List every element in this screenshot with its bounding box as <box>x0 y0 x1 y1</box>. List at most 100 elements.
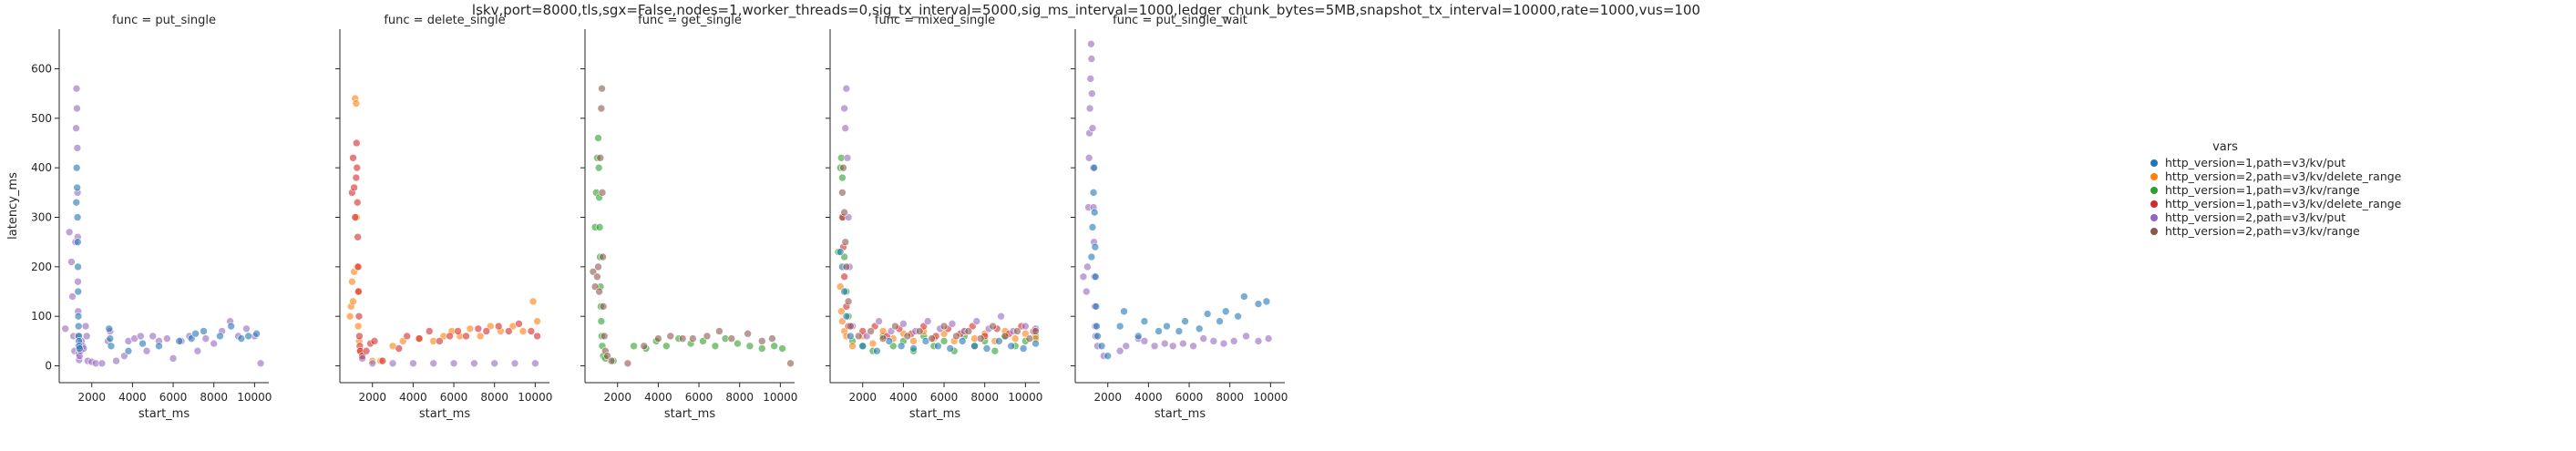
data-point <box>1080 273 1087 281</box>
data-point <box>843 313 850 320</box>
data-point <box>210 340 218 347</box>
data-point <box>531 360 539 367</box>
data-point <box>1222 308 1229 315</box>
data-point <box>876 318 883 325</box>
legend-label: http_version=1,path=v3/kv/put <box>2165 156 2345 169</box>
data-point <box>1083 263 1091 271</box>
x-tick-label: 8000 <box>200 391 228 404</box>
data-point <box>1163 323 1170 330</box>
data-point <box>163 335 170 343</box>
data-point <box>359 354 366 362</box>
data-point <box>934 343 941 350</box>
data-point <box>253 330 261 337</box>
data-point <box>768 335 775 343</box>
data-point <box>841 288 848 295</box>
data-point <box>662 343 670 350</box>
x-tick-label: 10000 <box>1008 391 1042 404</box>
data-point <box>836 249 844 256</box>
data-point <box>416 335 423 343</box>
data-point <box>746 343 754 350</box>
data-point <box>1089 125 1096 132</box>
legend-marker <box>2150 228 2158 235</box>
data-point <box>841 273 848 281</box>
x-axis-label: start_ms <box>909 407 960 421</box>
x-tick-label: 4000 <box>399 391 427 404</box>
data-point <box>1092 273 1099 281</box>
data-point <box>351 184 358 191</box>
data-point <box>771 343 778 350</box>
data-point <box>667 333 674 340</box>
data-point <box>82 323 89 330</box>
data-point <box>910 337 918 344</box>
data-point <box>712 343 719 350</box>
data-point <box>426 327 433 334</box>
data-point <box>350 298 357 305</box>
data-point <box>1255 337 1262 344</box>
data-point <box>192 330 200 337</box>
data-point <box>641 343 648 350</box>
data-point <box>389 360 396 367</box>
data-point <box>73 125 80 132</box>
data-point <box>838 189 846 196</box>
data-point <box>977 335 984 343</box>
x-tick-label: 2000 <box>77 391 106 404</box>
data-point <box>75 288 82 295</box>
data-point <box>352 213 359 220</box>
data-point <box>379 357 386 364</box>
data-point <box>83 333 90 340</box>
data-point <box>842 125 849 132</box>
y-axis-label: latency_ms <box>6 172 20 240</box>
data-point <box>1085 154 1093 161</box>
data-point <box>355 288 363 295</box>
data-point <box>1121 308 1128 315</box>
facet-panel: func = mixed_single 2000 4000 6000 8000 10000… <box>826 14 1042 421</box>
data-point <box>1240 292 1247 300</box>
data-point <box>598 105 605 112</box>
data-point <box>74 239 81 246</box>
data-point <box>202 335 210 343</box>
x-tick-label: 6000 <box>159 391 188 404</box>
data-point <box>74 184 81 191</box>
data-point <box>1190 343 1197 350</box>
data-point <box>779 345 786 353</box>
data-point <box>519 327 527 334</box>
data-point <box>355 333 363 340</box>
data-point <box>1093 323 1100 330</box>
data-point <box>845 298 852 305</box>
data-point <box>844 154 851 161</box>
facet-title: func = mixed_single <box>875 14 995 27</box>
data-point <box>947 345 954 353</box>
data-point <box>891 323 898 330</box>
data-point <box>1011 335 1019 343</box>
data-point <box>1263 298 1270 305</box>
data-point <box>1020 345 1027 353</box>
data-point <box>363 347 370 354</box>
legend-entry: http_version=2,path=v3/kv/range <box>2150 224 2360 238</box>
data-point <box>73 105 80 112</box>
data-point <box>348 278 355 285</box>
data-point <box>959 337 966 344</box>
data-point <box>940 337 948 344</box>
data-point <box>847 323 854 330</box>
legend: vars http_version=1,path=v3/kv/puthttp_v… <box>2150 140 2402 238</box>
data-point <box>369 360 376 367</box>
data-point <box>200 327 208 334</box>
data-point <box>346 313 354 320</box>
data-point <box>744 330 752 337</box>
points-group <box>590 85 795 367</box>
data-point <box>1196 325 1203 333</box>
data-point <box>991 347 999 354</box>
legend-entry: http_version=2,path=v3/kv/put <box>2150 210 2345 224</box>
legend-label: http_version=2,path=v3/kv/range <box>2165 224 2360 238</box>
facet-panel: func = put_single2000 4000 6000 8000 10000st… <box>6 14 272 421</box>
legend-marker <box>2150 187 2158 194</box>
data-point <box>67 258 75 265</box>
data-point <box>841 209 848 216</box>
facet-title: func = get_single <box>638 14 742 27</box>
x-tick-label: 4000 <box>118 391 147 404</box>
data-point <box>595 164 602 171</box>
legend-entry: http_version=1,path=v3/kv/delete_range <box>2150 197 2402 210</box>
data-point <box>355 313 363 320</box>
data-point <box>216 333 223 340</box>
data-point <box>916 327 923 334</box>
